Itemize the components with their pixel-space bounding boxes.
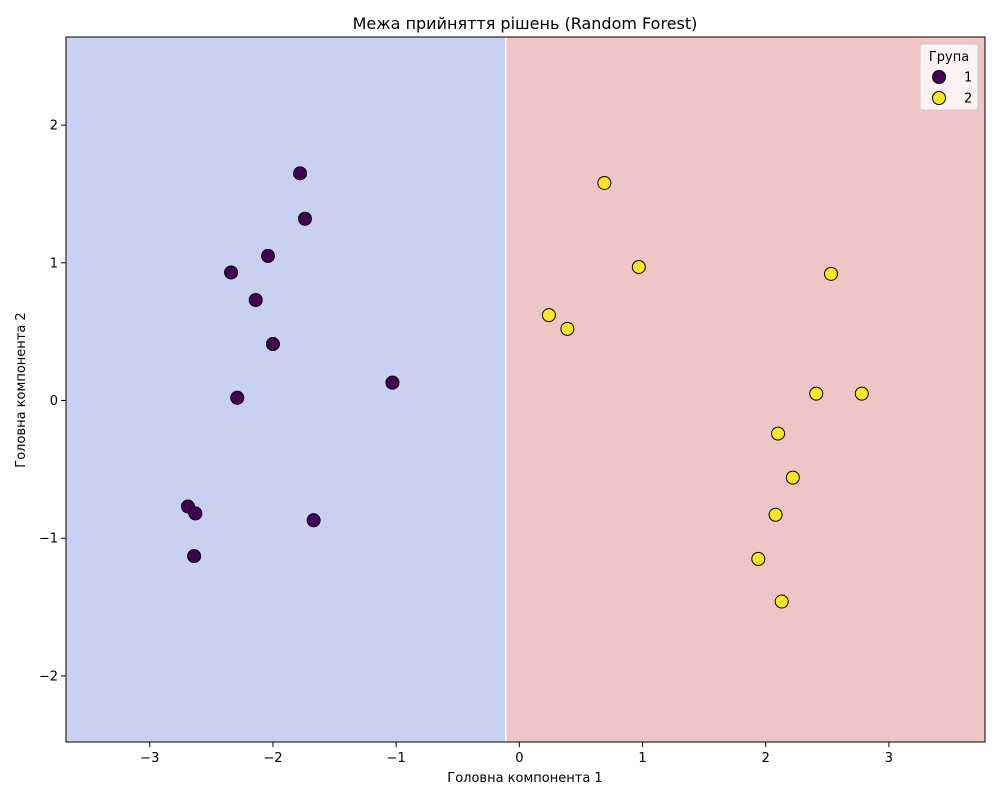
legend-marker-2 (932, 91, 946, 105)
region-class-1 (66, 37, 506, 742)
point-group-2-12 (774, 594, 789, 609)
point-group-2-8 (771, 426, 786, 441)
point-group-2-3 (824, 266, 839, 281)
point-group-2-2 (631, 259, 646, 274)
legend-label-1: 1 (964, 71, 972, 86)
point-group-2-7 (854, 386, 869, 401)
x-axis: −3 −2 −1 0 1 2 3 (140, 742, 893, 766)
chart-title: Межа прийняття рішень (Random Forest) (353, 14, 698, 33)
point-group-1-5 (248, 292, 263, 307)
x-tick-label: 2 (762, 751, 770, 766)
point-group-2-4 (541, 308, 556, 323)
decision-regions (66, 37, 985, 742)
plot-frame (65, 36, 986, 743)
point-group-2-9 (785, 470, 800, 485)
point-group-2-10 (768, 507, 783, 522)
x-tick-label: 1 (638, 751, 646, 766)
y-tick-label: 2 (50, 119, 58, 134)
point-group-2-1 (597, 175, 612, 190)
point-group-1-6 (265, 337, 280, 352)
point-group-2-6 (809, 386, 824, 401)
legend-label-2: 2 (964, 92, 972, 107)
legend: Група 12 (919, 43, 979, 111)
legend-marker-1 (932, 70, 946, 84)
x-tick-label: 3 (885, 751, 893, 766)
point-group-1-10 (188, 506, 203, 521)
legend-entries: 12 (932, 70, 972, 107)
region-class-2 (505, 37, 985, 742)
x-tick-label: 0 (515, 751, 523, 766)
y-axis-title: Головна компонента 2 (14, 312, 29, 467)
point-group-1-11 (306, 513, 321, 528)
point-group-1-12 (187, 549, 202, 564)
point-group-2-5 (560, 321, 575, 336)
point-group-1-2 (297, 211, 312, 226)
x-axis-title: Головна компонента 1 (447, 771, 602, 786)
y-tick-label: 0 (50, 394, 58, 409)
x-tick-label: −2 (263, 751, 282, 766)
legend-title: Група (929, 50, 969, 65)
point-group-1-3 (261, 248, 276, 263)
point-group-1-4 (224, 265, 239, 280)
y-tick-label: 1 (50, 256, 58, 271)
point-group-2-11 (751, 551, 766, 566)
y-tick-label: −2 (39, 669, 58, 684)
y-tick-label: −1 (39, 532, 58, 547)
point-group-1-1 (293, 166, 308, 181)
x-tick-label: −1 (387, 751, 406, 766)
x-tick-label: −3 (140, 751, 159, 766)
data-points (180, 166, 869, 609)
y-axis: −2 −1 0 1 2 (39, 119, 66, 684)
point-group-1-8 (385, 375, 400, 390)
point-group-1-7 (230, 390, 245, 405)
